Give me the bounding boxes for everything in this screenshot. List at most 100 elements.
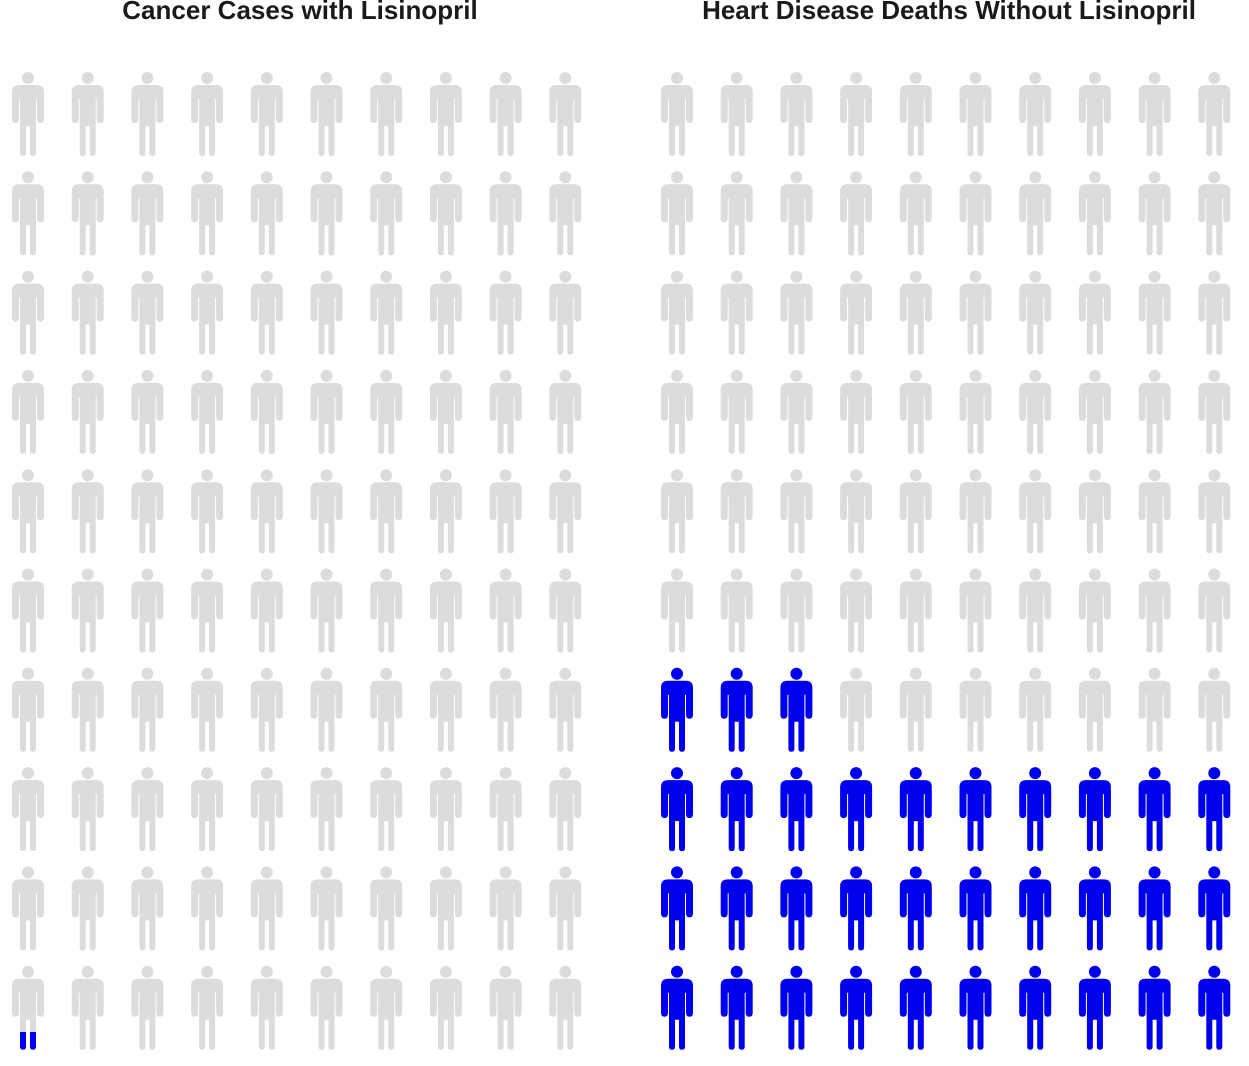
person-icon (12, 866, 44, 951)
person-icon (71, 667, 104, 752)
person-icon-highlighted (1078, 767, 1111, 852)
person-icon-highlighted (1019, 866, 1052, 951)
person-icon (489, 767, 522, 852)
person-icon (780, 469, 813, 554)
person-icon (370, 568, 403, 653)
person-icon (959, 469, 992, 554)
person-icon (71, 469, 104, 554)
left-pictogram-panel: Cancer Cases with Lisinopril (0, 0, 610, 1066)
person-icon (370, 72, 403, 156)
person-icon (899, 469, 932, 554)
person-icon-highlighted (899, 866, 932, 951)
person-icon (310, 369, 343, 454)
person-icon (429, 568, 462, 653)
person-icon (370, 866, 403, 951)
person-icon (959, 667, 992, 752)
person-icon (661, 270, 693, 355)
person-icon (310, 866, 343, 951)
person-icon (489, 866, 522, 951)
person-icon (780, 171, 813, 256)
person-icon-highlighted (720, 667, 753, 752)
person-icon-highlighted (780, 965, 813, 1050)
person-icon (310, 72, 343, 156)
person-icon-highlighted (899, 767, 932, 852)
person-icon (191, 72, 224, 156)
person-icon (191, 469, 224, 554)
person-icon (549, 369, 582, 454)
person-icon (1078, 667, 1111, 752)
person-icon (191, 965, 224, 1050)
person-icon (131, 866, 164, 951)
person-icon (370, 469, 403, 554)
person-icon-highlighted (959, 866, 992, 951)
person-icon (191, 667, 224, 752)
person-icon (549, 568, 582, 653)
person-icon (131, 72, 164, 156)
person-icon (1078, 369, 1111, 454)
person-icon (250, 568, 283, 653)
person-icon-highlighted (959, 767, 992, 852)
person-icon (250, 767, 283, 852)
person-icon (1019, 369, 1052, 454)
chart-title-left: Cancer Cases with Lisinopril (122, 0, 478, 25)
person-icon (429, 171, 462, 256)
person-icon (310, 767, 343, 852)
person-icon (429, 667, 462, 752)
person-icon (780, 72, 813, 156)
person-icon (429, 866, 462, 951)
person-icon (429, 270, 462, 355)
person-icon (250, 965, 283, 1050)
person-icon (549, 866, 582, 951)
person-icon (12, 270, 44, 355)
person-icon (1138, 469, 1171, 554)
person-icon (489, 171, 522, 256)
person-icon (191, 270, 224, 355)
person-icon (549, 72, 582, 156)
person-icon (1019, 270, 1052, 355)
person-icon (429, 72, 462, 156)
person-icon-highlighted (1198, 965, 1231, 1050)
person-icon (840, 469, 873, 554)
person-icon (429, 767, 462, 852)
person-icon (899, 369, 932, 454)
person-icon (1019, 568, 1052, 653)
person-icon (1198, 568, 1231, 653)
person-icon (370, 767, 403, 852)
person-icon (661, 72, 693, 156)
person-icon (1078, 171, 1111, 256)
person-icon (720, 270, 753, 355)
person-icon (489, 667, 522, 752)
person-icon (899, 270, 932, 355)
person-icon-highlighted (1138, 767, 1171, 852)
person-icon (959, 72, 992, 156)
person-icon (250, 270, 283, 355)
person-icon (191, 866, 224, 951)
person-icon-highlighted (1078, 866, 1111, 951)
person-icon (12, 72, 44, 156)
person-icon (131, 965, 164, 1050)
person-icon (131, 568, 164, 653)
person-icon (370, 270, 403, 355)
person-icon (12, 469, 44, 554)
person-icon (1019, 667, 1052, 752)
person-icon-highlighted (720, 767, 753, 852)
person-icon (71, 866, 104, 951)
person-icon (720, 171, 753, 256)
person-icon-highlighted (780, 866, 813, 951)
person-icon (489, 369, 522, 454)
person-icon (549, 965, 582, 1050)
person-icon (840, 369, 873, 454)
person-icon (191, 568, 224, 653)
person-icon (959, 568, 992, 653)
person-icon (12, 965, 44, 1050)
person-icon (310, 667, 343, 752)
person-icon (131, 469, 164, 554)
person-icon (720, 369, 753, 454)
person-icon (549, 270, 582, 355)
person-icon (1078, 72, 1111, 156)
person-icon (959, 369, 992, 454)
person-icon (1019, 171, 1052, 256)
person-icon (1198, 369, 1231, 454)
person-icon-highlighted (1019, 767, 1052, 852)
person-icon (1198, 469, 1231, 554)
